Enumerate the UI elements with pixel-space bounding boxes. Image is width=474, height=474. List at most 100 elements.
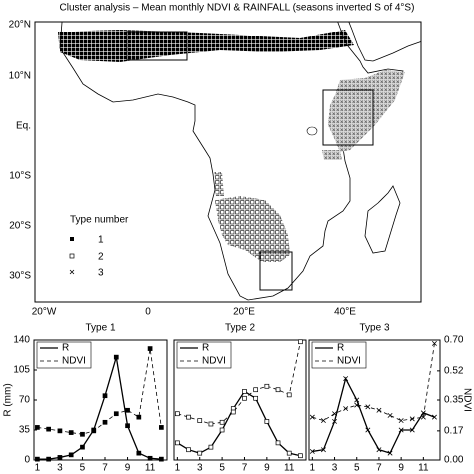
madagascar-outline <box>364 185 401 254</box>
marker <box>298 339 303 345</box>
legend-label: NDVI <box>62 356 86 367</box>
marker <box>219 419 225 425</box>
cluster-type-3 <box>322 70 405 160</box>
panel-title: Type 3 <box>359 323 389 334</box>
marker <box>230 409 236 415</box>
marker <box>354 402 360 408</box>
marker <box>159 425 164 430</box>
lake <box>306 126 318 136</box>
marker <box>197 418 203 423</box>
y2-tick-label: 0.52 <box>444 365 464 376</box>
x-tick-label: 9 <box>125 463 131 474</box>
marker <box>343 376 349 382</box>
y2-tick-label: 0.70 <box>444 335 464 346</box>
marker <box>298 453 303 459</box>
marker <box>286 392 292 398</box>
marker <box>102 393 108 399</box>
lon-label: 40°E <box>334 307 356 318</box>
marker <box>68 430 74 435</box>
marker <box>186 447 191 453</box>
marker <box>57 455 63 460</box>
legend-label: R <box>62 343 69 354</box>
marker <box>365 404 371 410</box>
marker <box>420 410 426 416</box>
marker <box>242 395 247 401</box>
x-tick-label: 7 <box>242 463 248 474</box>
panel-title: Type 2 <box>225 323 255 334</box>
marker <box>208 444 214 450</box>
lat-label: Eq. <box>16 121 31 132</box>
marker <box>275 440 281 446</box>
marker <box>332 418 338 424</box>
x-tick-label: 11 <box>284 463 295 474</box>
marker <box>46 456 52 462</box>
marker <box>147 455 153 461</box>
legend-label: R <box>202 343 209 354</box>
y-tick-label: 35 <box>19 425 31 436</box>
marker <box>332 411 338 417</box>
marker <box>409 416 415 422</box>
marker <box>125 423 130 429</box>
lon-label: 20°W <box>32 307 57 318</box>
legend-symbol <box>69 253 75 259</box>
legend-label: 2 <box>98 252 104 263</box>
marker <box>431 340 437 346</box>
marker <box>219 427 225 433</box>
y-axis-label: R (mm) <box>3 383 14 416</box>
x-tick-label: 9 <box>398 463 404 474</box>
x-tick-label: 5 <box>80 463 86 474</box>
series-line <box>312 343 435 422</box>
y2-tick-label: 0.17 <box>444 425 464 436</box>
marker <box>309 448 315 454</box>
legend-frame <box>36 341 92 369</box>
lat-label: 10°S <box>9 171 31 182</box>
series-line <box>37 348 162 435</box>
lat-label: 20°N <box>9 20 31 31</box>
y2-axis-label: NDVI <box>461 388 472 412</box>
marker <box>242 389 247 394</box>
marker <box>398 427 404 433</box>
x-tick-label: 11 <box>145 463 156 474</box>
series-line <box>177 341 301 425</box>
x-tick-label: 11 <box>418 463 429 474</box>
marker <box>175 440 180 446</box>
marker <box>376 447 382 453</box>
marker <box>175 411 180 417</box>
marker <box>387 450 393 456</box>
marker <box>264 419 270 424</box>
y-tick-label: 70 <box>19 395 31 406</box>
legend-frame <box>176 341 232 369</box>
marker <box>264 383 270 389</box>
x-tick-label: 1 <box>175 463 181 474</box>
legend-symbol <box>70 237 74 241</box>
marker <box>320 447 326 453</box>
x-tick-label: 3 <box>197 463 203 474</box>
marker <box>57 428 63 434</box>
legend-label: NDVI <box>337 356 361 367</box>
marker <box>113 411 119 417</box>
y-tick-label: 0 <box>24 455 30 466</box>
cluster-type-1 <box>58 30 354 62</box>
region-box <box>259 251 293 291</box>
marker <box>102 419 108 425</box>
marker <box>431 414 437 420</box>
marker <box>253 387 259 393</box>
marker <box>125 407 130 413</box>
y-tick-label: 105 <box>13 365 30 376</box>
marker <box>35 456 40 462</box>
marker <box>387 412 393 418</box>
marker <box>159 456 164 462</box>
marker <box>208 421 214 427</box>
legend-title: Type number <box>70 215 129 226</box>
legend-symbol <box>69 269 75 275</box>
marker <box>420 414 426 420</box>
marker <box>398 418 404 424</box>
marker <box>365 427 371 433</box>
x-tick-label: 7 <box>376 463 382 474</box>
marker <box>309 414 315 420</box>
marker <box>409 427 415 433</box>
x-tick-label: 3 <box>332 463 338 474</box>
marker <box>354 397 360 403</box>
lat-label: 20°S <box>9 221 31 232</box>
